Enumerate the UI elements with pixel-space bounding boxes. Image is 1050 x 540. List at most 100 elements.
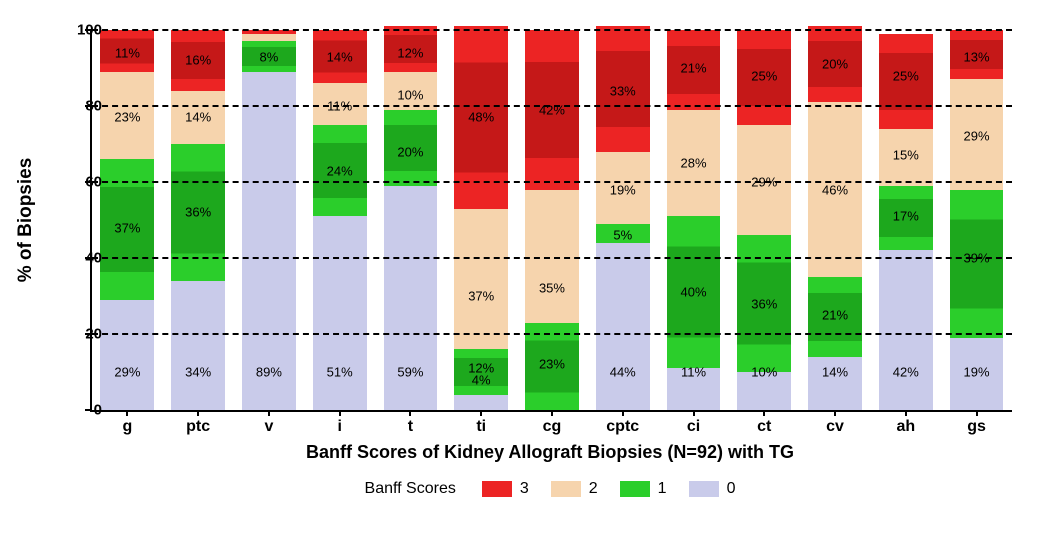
legend-label: 2 <box>589 480 598 498</box>
segment-value-label: 29% <box>114 365 140 380</box>
segment-value-label: 35% <box>539 281 565 296</box>
bar-slot-i: i51%24%11%14% <box>304 30 375 410</box>
segment-value-label: 14% <box>822 365 848 380</box>
legend-label: 0 <box>727 480 736 498</box>
xtick-mark <box>976 410 978 416</box>
segment-value-label: 37% <box>468 289 494 304</box>
xtick-mark <box>268 410 270 416</box>
segment-value-label: 23% <box>114 110 140 125</box>
xtick-label: gs <box>967 418 986 436</box>
x-axis-label: Banff Scores of Kidney Allograft Biopsie… <box>90 442 1010 463</box>
xtick-mark <box>197 410 199 416</box>
segment-value-label: 34% <box>185 365 211 380</box>
gridline <box>92 257 1012 259</box>
gridline <box>92 29 1012 31</box>
legend: Banff Scores 3210 <box>90 480 1010 498</box>
legend-swatch <box>482 481 512 497</box>
legend-label: 3 <box>520 480 529 498</box>
bar-slot-ct: ct10%36%29%25% <box>729 30 800 410</box>
segment-value-label: 11% <box>681 365 706 380</box>
legend-swatch <box>620 481 650 497</box>
xtick-label: cv <box>826 418 844 436</box>
segment-value-label: 15% <box>893 148 919 163</box>
xtick-mark <box>551 410 553 416</box>
xtick-mark <box>339 410 341 416</box>
stacked-bar <box>808 26 862 410</box>
xtick-label: ci <box>687 418 700 436</box>
segment-value-label: 12% <box>397 45 423 60</box>
segment-value-label: 13% <box>964 49 990 64</box>
bar-segment-score2 <box>242 34 296 42</box>
segment-value-label: 25% <box>751 68 777 83</box>
bar-segment-score2 <box>454 209 508 350</box>
ytick-label: 100 <box>62 22 102 39</box>
segment-value-label: 28% <box>680 156 706 171</box>
segment-value-label: 12% <box>468 361 494 376</box>
ytick-label: 0 <box>62 402 102 419</box>
xtick-label: ti <box>476 418 486 436</box>
stacked-bar <box>525 30 579 410</box>
legend-item-2: 2 <box>551 480 598 498</box>
segment-value-label: 11% <box>115 45 140 60</box>
ytick-label: 80 <box>62 98 102 115</box>
segment-value-label: 19% <box>610 182 636 197</box>
xtick-label: ah <box>896 418 915 436</box>
legend-item-0: 0 <box>689 480 736 498</box>
stacked-bar <box>737 30 791 410</box>
segment-value-label: 59% <box>397 365 423 380</box>
segment-value-label: 19% <box>964 365 990 380</box>
xtick-mark <box>622 410 624 416</box>
bar-segment-score0 <box>454 395 508 410</box>
legend-item-1: 1 <box>620 480 667 498</box>
gridline <box>92 105 1012 107</box>
xtick-label: cg <box>543 418 562 436</box>
ytick-label: 20 <box>62 326 102 343</box>
stacked-bar <box>171 30 225 410</box>
xtick-label: ct <box>757 418 771 436</box>
plot-area: g29%37%23%11%ptc34%36%14%16%v89%8%i51%24… <box>90 30 1012 412</box>
ytick-label: 40 <box>62 250 102 267</box>
bar-segment-score0 <box>242 72 296 410</box>
bar-slot-ptc: ptc34%36%14%16% <box>163 30 234 410</box>
segment-value-label: 14% <box>185 110 211 125</box>
segment-value-label: 46% <box>822 182 848 197</box>
xtick-label: ptc <box>186 418 210 436</box>
stacked-bar <box>384 26 438 410</box>
bar-slot-t: t59%20%10%12% <box>375 30 446 410</box>
segment-value-label: 23% <box>539 357 565 372</box>
xtick-mark <box>905 410 907 416</box>
segment-value-label: 89% <box>256 365 282 380</box>
bar-segment-score0 <box>171 281 225 410</box>
bar-slot-cv: cv14%21%46%20% <box>800 30 871 410</box>
legend-item-3: 3 <box>482 480 529 498</box>
stacked-bar <box>454 26 508 410</box>
bar-segment-score0 <box>879 250 933 410</box>
stacked-bar <box>313 30 367 410</box>
stacked-bar <box>667 30 721 410</box>
xtick-mark <box>126 410 128 416</box>
segment-value-label: 17% <box>893 209 919 224</box>
segment-value-label: 24% <box>327 163 353 178</box>
bar-slot-gs: gs19%39%29%13% <box>941 30 1012 410</box>
ytick-label: 60 <box>62 174 102 191</box>
segment-value-label: 10% <box>751 365 777 380</box>
xtick-label: cptc <box>606 418 639 436</box>
segment-value-label: 42% <box>893 365 919 380</box>
legend-swatch <box>551 481 581 497</box>
segment-value-label: 16% <box>185 53 211 68</box>
segment-value-label: 20% <box>822 57 848 72</box>
segment-value-label: 33% <box>610 83 636 98</box>
bar-slot-cg: cg23%35%42% <box>517 30 588 410</box>
segment-value-label: 21% <box>680 61 706 76</box>
legend-swatch <box>689 481 719 497</box>
segment-value-label: 48% <box>468 110 494 125</box>
xtick-mark <box>763 410 765 416</box>
banff-score-chart: % of Biopsies g29%37%23%11%ptc34%36%14%1… <box>20 20 1030 520</box>
segment-value-label: 29% <box>964 129 990 144</box>
segment-value-label: 20% <box>397 144 423 159</box>
segment-value-label: 21% <box>822 308 848 323</box>
bar-slot-ti: ti4%12%37%48% <box>446 30 517 410</box>
stacked-bar <box>242 30 296 410</box>
bar-segment-score0 <box>596 243 650 410</box>
legend-label: 1 <box>658 480 667 498</box>
